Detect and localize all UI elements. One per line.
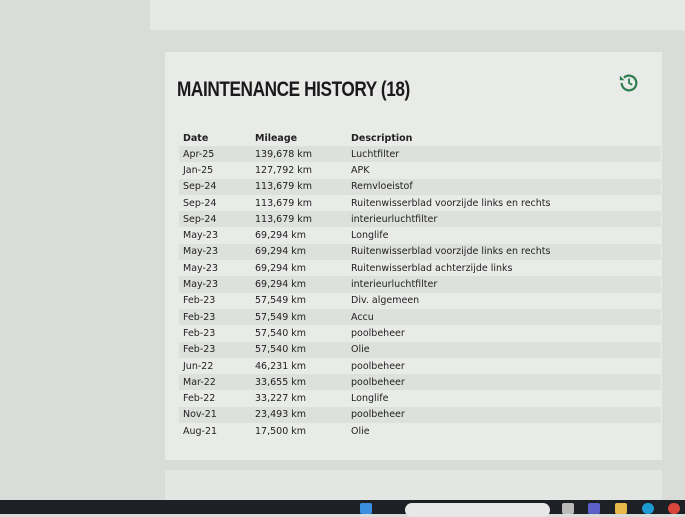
cell-date: Apr-25 [183,148,215,160]
cell-description: Ruitenwisserblad voorzijde links en rech… [351,246,551,258]
table-row: Feb-22 33,227 km Longlife [179,390,661,406]
cell-description: Ruitenwisserblad voorzijde links en rech… [351,197,551,209]
cell-date: Nov-21 [183,409,217,421]
cell-mileage: 33,227 km [255,393,307,405]
cell-description: Longlife [351,230,389,242]
teams-icon[interactable] [588,503,600,514]
section-title: MAINTENANCE HISTORY (18) [177,78,410,101]
cell-mileage: 57,549 km [255,295,307,307]
cell-date: Feb-23 [183,327,216,339]
cell-date: Feb-22 [183,393,216,405]
cell-date: Aug-21 [183,425,218,437]
cell-mileage: 113,679 km [255,213,313,225]
cell-mileage: 57,549 km [255,311,307,323]
file-icon[interactable] [562,503,574,514]
cell-date: Jun-22 [183,360,214,372]
cell-date: Feb-23 [183,344,216,356]
cell-description: poolbeheer [351,409,405,421]
cell-mileage: 69,294 km [255,262,307,274]
next-card [165,470,662,500]
chrome-icon[interactable] [668,503,680,514]
maintenance-history-card: MAINTENANCE HISTORY (18) Date Mileage De… [165,52,662,460]
cell-description: interieurluchtfilter [351,213,438,225]
cell-date: Sep-24 [183,213,217,225]
cell-description: poolbeheer [351,327,405,339]
cell-mileage: 33,655 km [255,376,307,388]
cell-mileage: 57,540 km [255,344,307,356]
cell-mileage: 69,294 km [255,230,307,242]
table-row: Feb-23 57,540 km poolbeheer [179,325,661,341]
header-mileage: Mileage [255,132,298,144]
history-icon[interactable] [618,72,640,94]
cell-description: poolbeheer [351,360,405,372]
table-row: Mar-22 33,655 km poolbeheer [179,374,661,391]
header-date: Date [183,132,209,144]
cell-date: Sep-24 [183,181,217,193]
cell-date: May-23 [183,246,218,258]
cell-date: Feb-23 [183,295,216,307]
table-row: Nov-21 23,493 km poolbeheer [179,406,661,424]
cell-mileage: 127,792 km [255,164,313,176]
cell-date: Feb-23 [183,311,216,323]
cell-mileage: 113,679 km [255,197,313,209]
cell-description: Olie [351,425,370,437]
cell-description: Div. algemeen [351,295,420,307]
cell-date: Mar-22 [183,376,216,388]
table-row: May-23 69,294 km Ruitenwisserblad voorzijd… [179,243,661,261]
table-row: Feb-23 57,540 km Olie [179,341,661,358]
cell-mileage: 69,294 km [255,279,307,291]
cell-mileage: 69,294 km [255,246,307,258]
maintenance-table: Date Mileage Description Apr-25 139,678 k… [179,130,661,439]
search-icon[interactable] [405,503,550,517]
cell-description: APK [351,164,370,176]
cell-mileage: 17,500 km [255,425,307,437]
edge-icon[interactable] [642,503,654,514]
table-row: Jun-22 46,231 km poolbeheer [179,358,661,374]
cell-mileage: 139,678 km [255,148,313,160]
table-row: Sep-24 113,679 km Remvloeistof [179,178,661,195]
cell-mileage: 57,540 km [255,327,307,339]
windows-icon[interactable] [360,503,372,514]
previous-card [150,0,685,30]
table-row: May-23 69,294 km interieurluchtfilter [179,276,661,293]
cell-date: May-23 [183,230,218,242]
table-row: Feb-23 57,549 km Div. algemeen [179,293,661,309]
table-row: May-23 69,294 km Longlife [179,227,661,243]
cell-date: May-23 [183,262,218,274]
table-row: Sep-24 113,679 km interieurluchtfilter [179,211,661,228]
cell-description: Ruitenwisserblad achterzijde links [351,262,513,274]
cell-description: Remvloeistof [351,181,413,193]
cell-mileage: 113,679 km [255,181,313,193]
cell-description: Accu [351,311,374,323]
table-row: May-23 69,294 km Ruitenwisserblad achterzi… [179,260,661,276]
cell-description: Longlife [351,393,389,405]
header-description: Description [351,132,413,144]
cell-description: poolbeheer [351,376,405,388]
table-row: Feb-23 57,549 km Accu [179,308,661,326]
table-row: Apr-25 139,678 km Luchtfilter [179,146,661,163]
cell-description: Luchtfilter [351,148,400,160]
cell-mileage: 46,231 km [255,360,307,372]
cell-date: May-23 [183,279,218,291]
cell-date: Sep-24 [183,197,217,209]
cell-date: Jan-25 [183,164,214,176]
cell-mileage: 23,493 km [255,409,307,421]
taskbar [0,500,685,514]
table-row: Jan-25 127,792 km APK [179,162,661,178]
table-header: Date Mileage Description [179,130,661,146]
cell-description: interieurluchtfilter [351,279,438,291]
folder-icon[interactable] [615,503,627,514]
table-row: Sep-24 113,679 km Ruitenwisserblad voorzij… [179,195,661,211]
table-row: Aug-21 17,500 km Olie [179,423,661,439]
cell-description: Olie [351,344,370,356]
